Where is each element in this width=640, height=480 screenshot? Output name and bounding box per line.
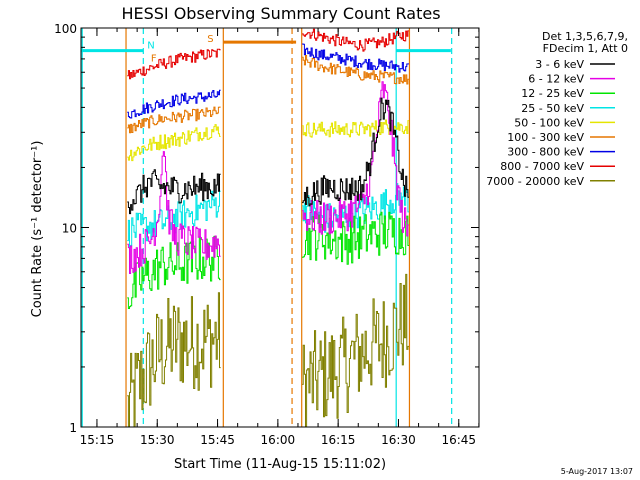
legend-label-3: 12 - 25 keV	[521, 87, 584, 100]
x-tick-label-6: 16:45	[441, 433, 476, 447]
legend-label-8: 800 - 7000 keV	[500, 160, 584, 173]
series-9-segment-1	[127, 292, 221, 428]
series-7-segment-2	[302, 43, 409, 73]
y-tick-label-1: 10	[62, 222, 77, 236]
legend-label-4: 25 - 50 keV	[521, 102, 584, 115]
x-axis-label: Start Time (11-Aug-15 15:11:02)	[174, 457, 386, 472]
y-tick-label-2: 100	[54, 22, 77, 36]
legend-label-1: 3 - 6 keV	[535, 58, 584, 71]
series-1-segment-2	[302, 97, 409, 207]
x-tick-label-0: 15:15	[80, 433, 115, 447]
legend-header-line-2: FDecim 1, Att 0	[543, 42, 628, 55]
series-2-segment-1	[127, 151, 221, 274]
x-tick-label-2: 15:45	[200, 433, 235, 447]
legend-label-2: 6 - 12 keV	[528, 73, 584, 86]
legend-label-9: 7000 - 20000 keV	[486, 175, 584, 188]
series-7-segment-1	[127, 89, 221, 119]
series-1-segment-1	[127, 169, 221, 215]
x-tick-label-3: 16:00	[261, 433, 296, 447]
series-4-segment-1	[127, 190, 221, 248]
y-tick-label-0: 1	[69, 421, 77, 435]
legend: Det 1,3,5,6,7,9, FDecim 1, Att 0 3 - 6 k…	[486, 30, 628, 188]
y-axis-label: Count Rate (s⁻¹ detector⁻¹)	[30, 141, 45, 318]
series-3-segment-1	[127, 235, 221, 309]
series-6-segment-2	[302, 55, 409, 85]
legend-header-line-1: Det 1,3,5,6,7,9,	[542, 30, 628, 43]
footer-timestamp: 5-Aug-2017 13:07	[561, 467, 633, 476]
x-tick-label-4: 16:15	[321, 433, 356, 447]
annotation-f: F	[151, 53, 157, 64]
series-8-segment-2	[302, 28, 409, 52]
series-9-segment-2	[302, 273, 409, 428]
x-tick-label-1: 15:30	[140, 433, 175, 447]
series-6-segment-1	[127, 106, 221, 134]
series-8-segment-1	[127, 48, 221, 80]
annotation-s: S	[207, 34, 213, 45]
legend-label-6: 100 - 300 keV	[507, 131, 584, 144]
legend-label-5: 50 - 100 keV	[514, 116, 584, 129]
legend-label-7: 300 - 800 keV	[507, 146, 584, 159]
chart-title: HESSI Observing Summary Count Rates	[121, 4, 440, 23]
x-tick-label-5: 16:30	[381, 433, 416, 447]
series-5-segment-1	[127, 124, 221, 162]
annotation-n: N	[147, 40, 154, 51]
